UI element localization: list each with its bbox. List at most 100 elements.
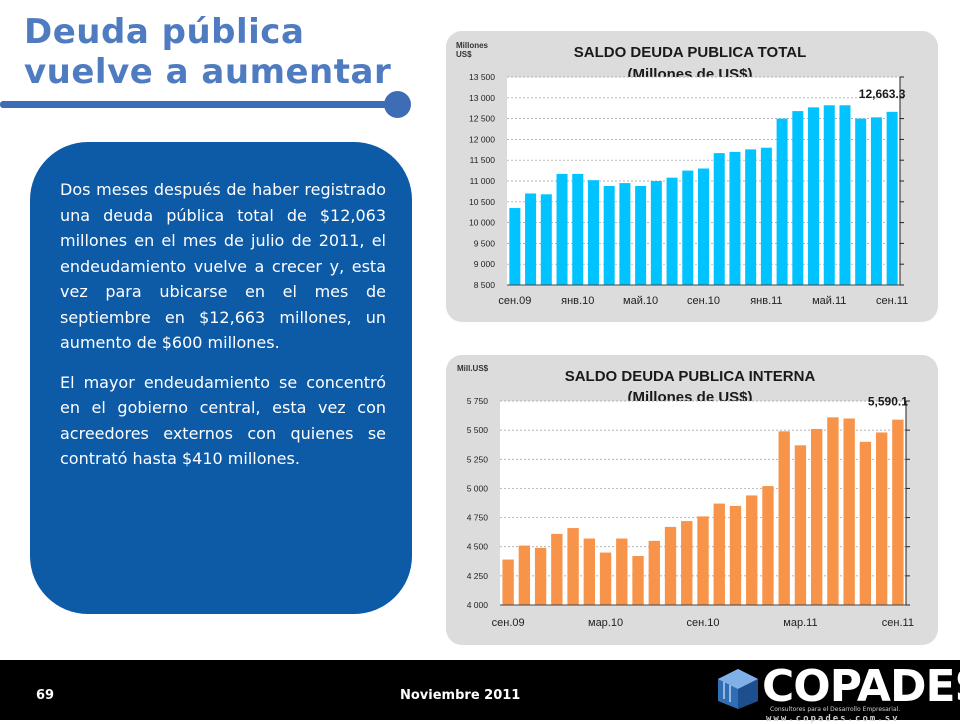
internal-chart-bar [713,503,725,605]
internal-chart-bar [632,556,644,605]
logo-name: COPADES [762,661,960,712]
internal-chart-unit-label: Mill.US$ [457,364,489,373]
total-chart-bar [540,194,552,285]
internal-chart-bar [664,526,677,605]
internal-chart-y-tick-label: 4 500 [467,542,489,552]
total-chart-bar [839,105,851,286]
total-chart-bar [870,117,882,286]
internal-chart-y-tick-label: 4 000 [467,600,489,610]
internal-chart-y-tick-label: 4 750 [467,513,489,523]
total-chart-y-tick-label: 13 500 [469,72,495,82]
total-chart-y-tick-label: 13 000 [469,93,495,103]
logo-url: www.copades.com.sv [766,714,900,724]
total-chart-x-tick-label: янв.10 [561,295,594,307]
logo-tagline: Consultores para el Desarrollo Empresari… [770,706,901,713]
internal-chart-bar [892,419,904,605]
title-underline [0,101,400,108]
total-chart-y-tick-label: 11 000 [470,176,496,186]
internal-chart-x-tick-label: мар.10 [588,617,623,629]
internal-chart-bar [681,521,693,605]
total-chart-y-tick-label: 10 000 [469,218,495,228]
total-chart-unit-label-2: US$ [456,50,472,59]
page-title-line2: vuelve a aumentar [24,52,392,92]
page-title: Deuda pública vuelve a aumentar [24,12,391,92]
total-chart-bar [776,118,788,285]
total-chart-bar [619,183,631,285]
internal-chart-x-tick-label: сен.09 [492,617,525,629]
internal-chart-bar [599,552,612,605]
total-chart-y-tick-label: 9 500 [474,238,496,248]
total-chart-bar [587,180,599,285]
internal-chart-y-tick-label: 5 000 [467,483,489,493]
summary-panel [30,142,412,614]
internal-chart-x-tick-label: сен.11 [882,617,914,629]
internal-chart-bar [567,528,579,605]
total-debt-chart-svg: SALDO DEUDA PUBLICA TOTAL(Millones de US… [456,41,908,307]
total-chart-value-label: 12,663.3 [859,87,906,101]
internal-chart-x-tick-label: мар.11 [783,617,817,629]
internal-chart-bar [875,432,888,605]
page-title-line1: Deuda pública [24,12,305,52]
internal-chart-bar [616,538,628,605]
total-chart-bar [855,118,867,285]
internal-chart-bar [648,540,660,605]
internal-chart-bar [729,505,742,605]
total-debt-chart: SALDO DEUDA PUBLICA TOTAL (Millones de US… [446,31,938,322]
summary-paragraph-1: Dos meses después de haber registrado un… [60,180,386,352]
internal-chart-value-label: 5,590.1 [868,395,908,409]
total-chart-bar [823,105,835,286]
total-chart-y-tick-label: 10 500 [469,197,495,207]
total-chart-bar [760,147,772,285]
total-chart-bar [713,153,725,285]
internal-debt-chart-svg: SALDO DEUDA PUBLICA INTERNA(Millones de … [457,364,914,629]
total-chart-bar [525,193,537,285]
total-chart-y-tick-label: 12 500 [469,114,495,124]
internal-chart-x-tick-label: сен.10 [687,617,720,629]
total-chart-y-tick-label: 9 000 [474,259,496,269]
copades-cube-icon [718,669,758,709]
total-chart-x-tick-label: сен.11 [876,295,908,307]
internal-chart-bar [843,418,855,605]
total-chart-bar [682,170,694,285]
internal-chart-bar [794,445,807,605]
internal-chart-y-tick-label: 5 250 [467,454,489,464]
total-chart-bar [697,168,710,285]
footer-bar [0,660,960,720]
internal-chart-bar [697,516,709,605]
internal-chart-bar [762,486,774,605]
total-chart-bar [792,111,804,285]
internal-chart-y-tick-label: 5 750 [467,396,489,406]
internal-chart-bar [583,538,596,605]
total-chart-bar [650,181,662,285]
total-chart-x-tick-label: сен.09 [498,295,531,307]
internal-chart-bar [827,417,839,605]
total-chart-bar [556,173,568,285]
internal-chart-y-tick-label: 4 250 [467,571,489,581]
internal-chart-bar [859,441,872,605]
total-chart-bar [603,185,615,285]
title-underline-dot [384,91,411,118]
internal-chart-bar [746,495,758,605]
total-chart-x-tick-label: янв.11 [750,295,782,307]
total-chart-x-tick-label: май.10 [623,295,658,307]
internal-chart-bar [551,533,563,605]
summary-text: Dos meses después de haber registrado un… [60,177,386,486]
total-chart-bar [635,185,647,285]
total-chart-x-tick-label: май.11 [812,295,846,307]
total-chart-bar [729,151,741,285]
total-chart-bar [886,111,898,285]
total-chart-y-tick-label: 11 500 [470,155,496,165]
total-chart-title: SALDO DEUDA PUBLICA TOTAL [574,44,807,61]
internal-chart-bar [534,547,547,605]
total-chart-unit-label: Millones [456,41,489,50]
total-chart-bar [745,149,757,285]
total-chart-bar [666,177,678,285]
internal-debt-chart: SALDO DEUDA PUBLICA INTERNA (Millones de … [446,355,938,645]
footer-date: Noviembre 2011 [400,688,521,703]
summary-paragraph-2: El mayor endeudamiento se concentró en e… [60,372,386,469]
internal-chart-title: SALDO DEUDA PUBLICA INTERNA [565,368,816,385]
internal-chart-bar [810,428,823,605]
total-chart-y-tick-label: 12 000 [469,134,495,144]
total-chart-bar [509,208,521,285]
total-chart-x-tick-label: сен.10 [687,295,720,307]
